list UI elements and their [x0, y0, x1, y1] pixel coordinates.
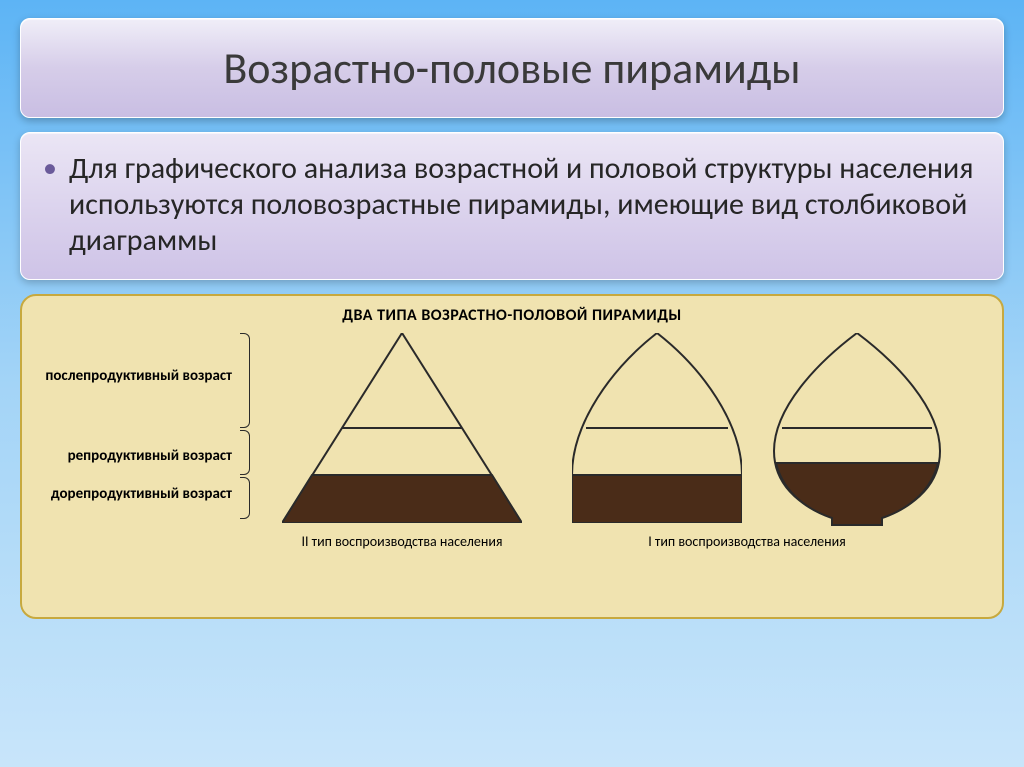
pyramid-urn [772, 333, 942, 528]
shapes-area: II тип воспроизводства населения I тип в… [242, 333, 982, 598]
age-label-repro: репродуктивный возраст [42, 448, 232, 465]
bullet-text: Для графического анализа возрастной и по… [69, 151, 975, 259]
slide: Возрастно-половые пирамиды Для графическ… [0, 0, 1024, 767]
title-panel: Возрастно-половые пирамиды [20, 18, 1004, 118]
caption-type1: I тип воспроизводства населения [637, 533, 857, 550]
diagram-body: послепродуктивный возраст репродуктивный… [42, 333, 982, 598]
bracket-mid [240, 430, 250, 475]
age-label-post: послепродуктивный возраст [42, 368, 232, 385]
slide-title: Возрастно-половые пирамиды [61, 41, 963, 95]
age-labels-column: послепродуктивный возраст репродуктивный… [42, 333, 242, 598]
diagram-title: ДВА ТИПА ВОЗРАСТНО-ПОЛОВОЙ ПИРАМИДЫ [42, 306, 982, 325]
pyramid-onion [572, 333, 742, 523]
body-panel: Для графического анализа возрастной и по… [20, 132, 1004, 280]
bracket-bottom [240, 477, 250, 519]
caption-type2: II тип воспроизводства населения [292, 533, 512, 550]
diagram-panel: ДВА ТИПА ВОЗРАСТНО-ПОЛОВОЙ ПИРАМИДЫ посл… [20, 294, 1004, 619]
age-label-pre: дорепродуктивный возраст [42, 486, 232, 503]
pyramid-triangle [282, 333, 522, 523]
bracket-top [240, 333, 250, 428]
